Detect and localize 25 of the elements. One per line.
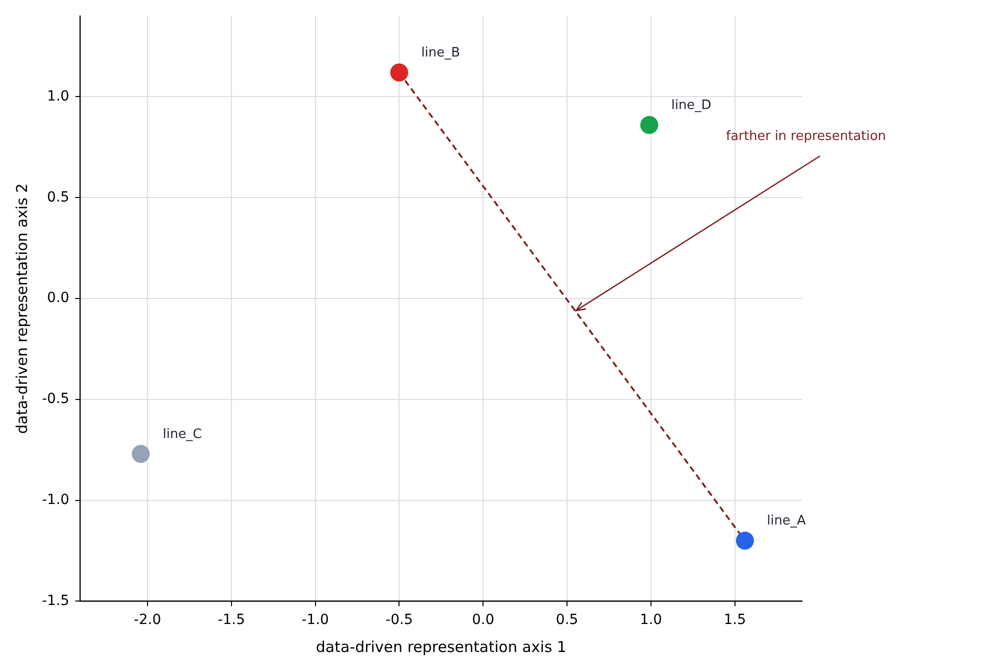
x-tick-label: 1.0: [640, 612, 662, 628]
x-tick-label: 1.5: [724, 612, 746, 628]
point: [390, 64, 408, 82]
series-label: line_D: [671, 98, 712, 113]
point: [736, 532, 754, 550]
y-tick-label: -0.5: [42, 391, 70, 408]
x-tick-label: -2.0: [134, 612, 162, 628]
x-tick-label: 0.0: [472, 612, 494, 628]
annotation: farther in representation: [726, 129, 886, 144]
x-tick-label: -0.5: [386, 612, 413, 628]
series-label: line_C: [162, 426, 202, 442]
x-tick-label: 0.5: [556, 612, 578, 628]
y-axis-title: data-driven representation axis 2: [12, 183, 31, 434]
x-tick-label: -1.5: [218, 612, 246, 628]
x-tick-label: -1.0: [302, 612, 329, 628]
x-axis-title: data-driven representation axis 1: [316, 638, 566, 656]
y-tick-label: 0.0: [47, 290, 70, 306]
y-tick-label: 0.5: [47, 189, 70, 206]
y-tick-label: 1.0: [47, 88, 70, 104]
point: [640, 116, 658, 134]
point: [132, 444, 150, 463]
series-label: line_B: [421, 46, 460, 60]
y-tick-label: -1.0: [42, 492, 70, 508]
y-tick-label: -1.5: [42, 592, 70, 609]
series-label: line_A: [766, 514, 806, 529]
